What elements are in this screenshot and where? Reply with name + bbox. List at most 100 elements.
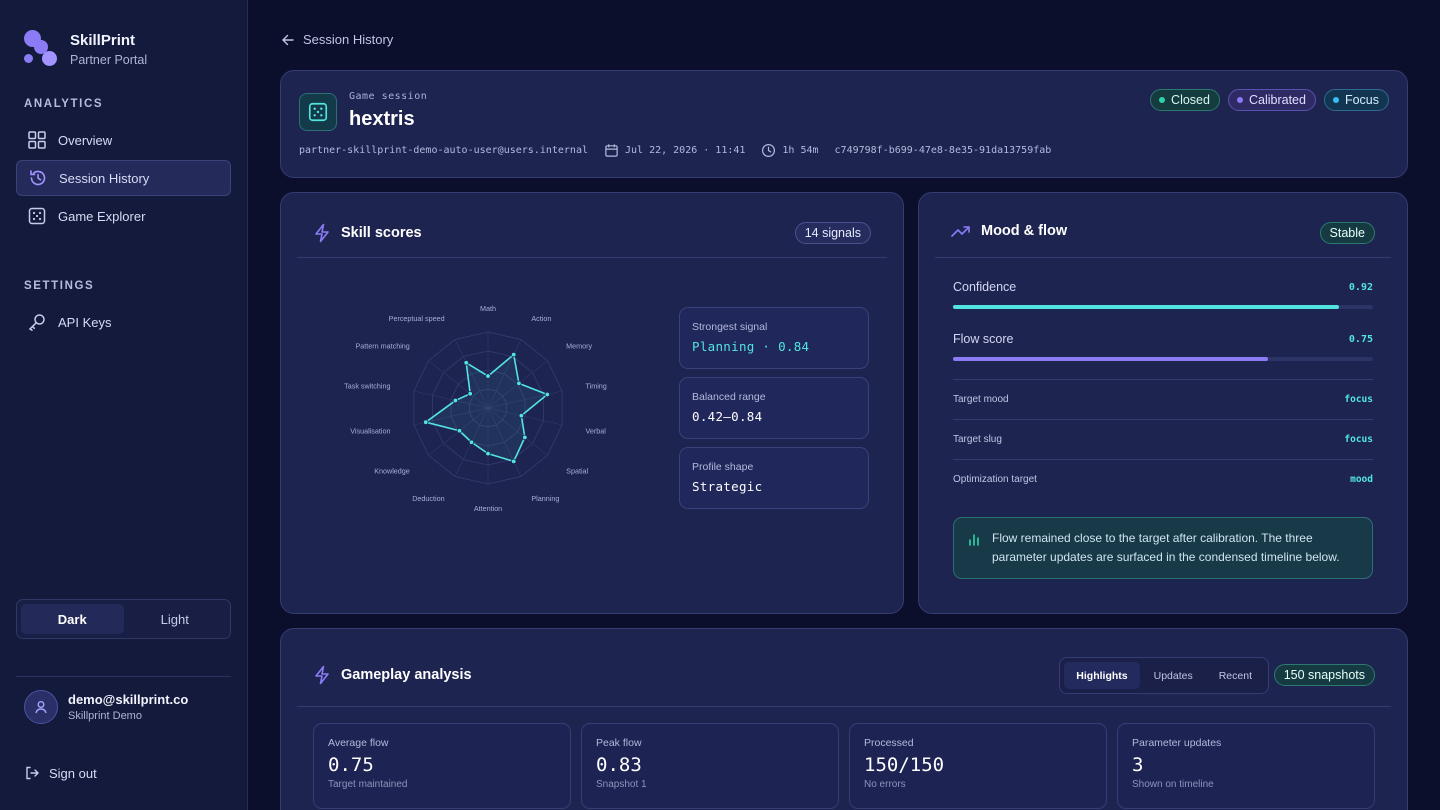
metric-label: Processed — [864, 737, 914, 749]
session-date: Jul 22, 2026 · 11:41 — [604, 143, 745, 158]
dice-icon — [28, 207, 46, 225]
balanced-range-box: Balanced range 0.42–0.84 — [679, 377, 869, 439]
skill-radar-chart: Math Action Memory Timing Verbal Spatial Plann… — [344, 304, 607, 513]
metric-value: 3 — [1132, 754, 1144, 776]
confidence-bar — [953, 305, 1373, 309]
brand[interactable]: SkillPrint Partner Portal — [24, 30, 147, 67]
row-key: Target mood — [953, 394, 1009, 405]
metric-label: Peak flow — [596, 737, 642, 749]
radar-point — [522, 434, 528, 441]
radar-axis-label: Timing — [585, 382, 606, 391]
radar-axis-label: Deduction — [412, 494, 444, 503]
target-slug-row: Target slug focus — [953, 419, 1373, 459]
metric-value: 150/150 — [864, 754, 945, 776]
session-id: c749798f-b699-47e8-8e35-91da13759fab — [834, 145, 1052, 156]
radar-point — [452, 397, 459, 404]
theme-light-button[interactable]: Light — [160, 611, 189, 627]
skill-scores-card: Skill scores 14 signals Math Action Memory… — [280, 192, 904, 614]
stat-value: Planning · 0.84 — [692, 339, 810, 354]
radar-axis-label: Attention — [474, 504, 502, 513]
bar-chart-icon — [969, 534, 979, 546]
radar-axis-label: Task switching — [344, 382, 390, 391]
row-value: mood — [1350, 474, 1373, 485]
radar-spoke — [454, 339, 489, 409]
radar-axis-label: Pattern matching — [355, 342, 409, 351]
radar-point — [511, 351, 517, 358]
status-badge-closed: Closed — [1150, 89, 1220, 111]
theme-toggle: Dark Light — [16, 599, 231, 639]
radar-point — [467, 391, 473, 397]
analysis-tabs: Highlights Updates Recent — [1059, 657, 1269, 694]
sidebar-item-api-keys[interactable]: API Keys — [16, 304, 231, 340]
radar-point — [516, 380, 522, 387]
metric-average-flow: Average flow 0.75 Target maintained — [313, 723, 571, 809]
sidebar-item-label: Overview — [58, 132, 113, 148]
signals-badge: 14 signals — [794, 222, 871, 244]
lightning-icon — [315, 223, 329, 243]
status-dot-icon — [1332, 97, 1339, 103]
confidence-label: Confidence — [953, 280, 1017, 294]
radar-point — [485, 450, 491, 457]
row-value: focus — [1344, 434, 1373, 445]
radar-axis-label: Action — [531, 314, 551, 323]
radar-axis-label: Memory — [566, 342, 592, 351]
radar-spoke — [413, 390, 489, 409]
clock-icon — [762, 143, 776, 158]
status-dot-icon — [1236, 97, 1243, 103]
flow-score-label: Flow score — [953, 332, 1014, 346]
sidebar-item-label: API Keys — [58, 314, 112, 330]
session-meta: partner-skillprint-demo-auto-user@users.… — [299, 143, 1051, 158]
user-email: demo@skillprint.co — [68, 692, 189, 707]
session-kicker: Game session — [349, 91, 428, 102]
sidebar-divider — [16, 676, 231, 677]
flow-score-bar-fill — [953, 357, 1268, 361]
radar-point — [485, 373, 491, 379]
radar-axis-label: Planning — [531, 494, 559, 503]
radar-spoke — [487, 407, 563, 426]
tab-highlights[interactable]: Highlights — [1064, 662, 1140, 689]
radar-axis-label: Visualisation — [350, 426, 390, 435]
session-duration: 1h 54m — [761, 143, 819, 158]
sign-out-button[interactable]: Sign out — [24, 765, 97, 781]
radar-point — [468, 439, 475, 445]
tab-recent[interactable]: Recent — [1218, 669, 1252, 682]
sidebar-item-game-explorer[interactable]: Game Explorer — [16, 198, 231, 234]
metric-processed: Processed 150/150 No errors — [849, 723, 1107, 809]
gameplay-analysis-header: Gameplay analysis — [313, 665, 472, 685]
flow-score-bar — [953, 357, 1373, 361]
radar-axis-label: Spatial — [566, 466, 588, 475]
analytics-section-label: ANALYTICS — [24, 98, 104, 110]
skill-scores-title: Skill scores — [341, 225, 422, 241]
radar-axis-label: Perceptual speed — [389, 314, 445, 323]
badge-label: Focus — [1344, 93, 1379, 107]
brand-subtitle: Partner Portal — [70, 53, 148, 67]
radar-spoke — [487, 407, 548, 456]
radar-point — [518, 412, 525, 419]
badge-label: Closed — [1171, 93, 1210, 107]
radar-axis-label: Knowledge — [374, 466, 410, 475]
user-icon — [35, 701, 47, 714]
theme-dark-button[interactable]: Dark — [21, 604, 124, 634]
skillprint-logo-icon — [24, 30, 58, 66]
tab-updates[interactable]: Updates — [1153, 669, 1193, 682]
gameplay-analysis-title: Gameplay analysis — [341, 667, 472, 683]
user-profile[interactable]: demo@skillprint.co Skillprint Demo — [24, 690, 188, 724]
mood-flow-card: Mood & flow Stable Confidence 0.92 Flow … — [918, 192, 1408, 614]
stat-label: Balanced range — [692, 391, 766, 403]
flow-note-text: Flow remained close to the target after … — [992, 531, 1340, 564]
breadcrumb[interactable]: Session History — [281, 32, 393, 47]
sidebar-item-session-history[interactable]: Session History — [16, 160, 231, 196]
optimization-target-row: Optimization target mood — [953, 459, 1373, 499]
confidence-bar-fill — [953, 305, 1340, 309]
status-badge-focus: Focus — [1323, 89, 1389, 111]
session-user: partner-skillprint-demo-auto-user@users.… — [299, 145, 588, 156]
sidebar: SkillPrint Partner Portal ANALYTICS Over… — [0, 0, 248, 810]
radar-axis-label: Math — [480, 304, 496, 313]
avatar — [24, 690, 58, 724]
gameplay-analysis-card: Gameplay analysis Highlights Updates Rec… — [280, 628, 1408, 810]
metric-sub: Snapshot 1 — [596, 779, 647, 790]
radar-point — [544, 391, 550, 398]
sidebar-item-overview[interactable]: Overview — [16, 122, 231, 158]
metric-peak-flow: Peak flow 0.83 Snapshot 1 — [581, 723, 839, 809]
metric-sub: Target maintained — [328, 779, 408, 790]
